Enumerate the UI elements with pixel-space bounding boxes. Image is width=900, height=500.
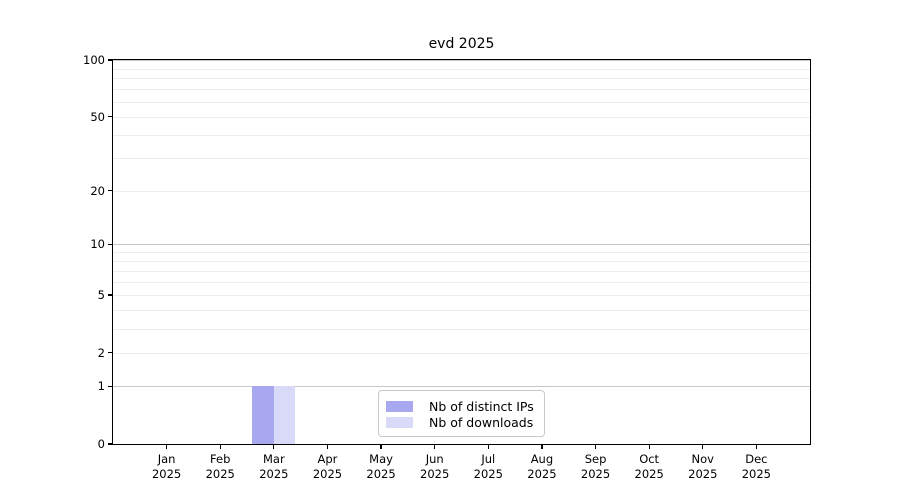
x-tick [487,444,489,449]
y-tick [108,294,113,296]
legend-swatch-distinct-ips-icon [386,400,413,412]
y-tick-label: 1 [97,379,105,394]
x-tick-label: Mar 2025 [259,452,289,481]
y-tick [108,59,113,61]
y-tick [108,443,113,445]
gridline-minor [113,294,810,296]
y-tick [108,190,113,192]
gridline-major [113,244,810,246]
gridline-minor [113,190,810,192]
gridline-minor [113,89,810,91]
gridline-minor [113,270,810,272]
x-tick-label: Jun 2025 [420,452,450,481]
gridline-minor [113,310,810,312]
gridline-minor [113,158,810,160]
x-tick-label: Aug 2025 [527,452,557,481]
gridline-minor [113,78,810,80]
x-tick-label: Feb 2025 [205,452,235,481]
x-tick-label: Apr 2025 [312,452,343,481]
x-tick-label: Oct 2025 [634,452,664,481]
gridline-major [113,60,810,61]
legend-swatch-downloads-icon [386,416,413,428]
bar-downloads [273,386,296,444]
x-tick-label: Sep 2025 [580,452,611,481]
x-tick [702,444,704,449]
x-tick [273,444,275,449]
x-tick [434,444,436,449]
x-tick [755,444,757,449]
gridline-minor [113,101,810,103]
y-tick-label: 100 [83,53,105,67]
plot-area [113,60,810,444]
gridline-minor [113,352,810,354]
gridline-minor [113,328,810,330]
gridline-minor [113,252,810,254]
y-tick [108,351,113,354]
bar-distinct-ips [252,386,274,444]
x-tick-label: Jul 2025 [473,452,503,481]
y-tick-label: 50 [90,109,105,124]
x-tick-label: Nov 2025 [688,452,718,481]
gridline-major [113,386,810,388]
x-tick-label: Dec 2025 [741,452,772,481]
x-tick-label: Jan 2025 [151,452,182,481]
gridline-minor [113,135,810,136]
x-tick [594,444,597,449]
y-tick-label: 5 [97,287,105,302]
y-tick [108,385,113,387]
y-tick-label: 20 [90,183,105,198]
x-tick [326,444,329,449]
gridline-minor [113,261,810,263]
gridline-minor [113,116,810,118]
chart-title: evd 2025 [428,36,495,52]
legend-label-distinct-ips: Nb of distinct IPs [429,398,534,414]
x-tick [648,444,650,449]
y-tick-label: 0 [97,437,105,451]
x-tick [219,444,221,449]
legend-item-distinct-ips: Nb of distinct IPs [386,398,535,414]
x-tick [541,444,543,449]
legend-item-downloads: Nb of downloads [386,414,535,430]
y-tick-label: 10 [90,237,105,252]
y-tick [108,116,113,118]
y-tick [108,243,113,246]
legend: Nb of distinct IPs Nb of downloads [378,390,545,437]
gridline-minor [113,68,810,70]
x-tick [166,444,168,449]
y-tick-label: 2 [97,345,105,360]
x-tick [380,444,382,449]
legend-label-downloads: Nb of downloads [429,414,534,430]
x-tick-label: May 2025 [366,452,396,481]
gridline-minor [113,282,810,284]
